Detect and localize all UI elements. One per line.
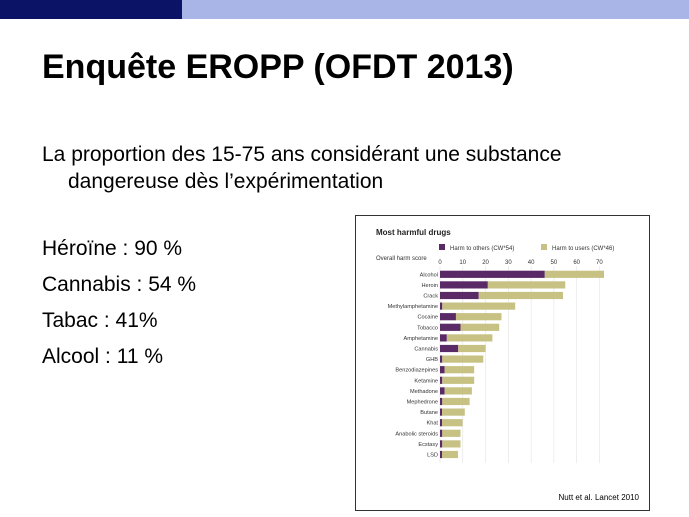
header-band-dark <box>0 0 182 19</box>
intro-text: La proportion des 15-75 ans considérant … <box>42 141 642 195</box>
bar-harm-others <box>440 450 442 459</box>
bar-harm-users <box>442 419 463 427</box>
bar-harm-others <box>440 397 443 406</box>
x-tick-label: 30 <box>505 260 512 266</box>
bar-harm-others <box>440 281 488 289</box>
chart-title: Most harmful drugs <box>376 228 451 237</box>
bar-harm-others <box>440 334 447 342</box>
bar-harm-others <box>440 302 443 310</box>
bar-harm-others <box>440 270 545 278</box>
stat-cannabis: Cannabis : 54 % <box>42 273 197 296</box>
bar-harm-others <box>440 323 461 331</box>
category-label: Ketamine <box>414 378 438 384</box>
x-tick-label: 10 <box>459 260 466 266</box>
category-label: Methylamphetamine <box>388 304 438 310</box>
harm-chart: Most harmful drugs Overall harm score Ha… <box>376 228 614 463</box>
x-tick-label: 0 <box>438 260 442 266</box>
category-label: Khat <box>426 421 438 427</box>
bar-harm-users <box>442 450 458 459</box>
bar-harm-others <box>440 440 443 448</box>
bar-harm-users <box>460 323 500 331</box>
bar-harm-others <box>440 387 445 395</box>
x-tick-label: 70 <box>596 260 603 266</box>
stat-alcool: Alcool : 11 % <box>42 345 164 368</box>
intro-line-2: dangereuse dès l’expérimentation <box>68 170 384 193</box>
bar-harm-others <box>440 408 442 416</box>
bar-harm-users <box>442 408 465 416</box>
intro-line-1: La proportion des 15-75 ans considérant … <box>42 143 562 166</box>
bar-harm-users <box>444 387 472 395</box>
header-band-light <box>182 0 689 19</box>
x-tick-label: 60 <box>573 260 580 266</box>
bar-harm-users <box>442 376 475 384</box>
legend-label-users: Harm to users (CW*46) <box>552 246 614 252</box>
bar-harm-others <box>440 419 442 427</box>
bar-harm-users <box>458 344 486 353</box>
bar-harm-others <box>440 429 443 437</box>
category-label: Tobacco <box>417 325 438 331</box>
stat-heroine: Héroïne : 90 % <box>42 237 183 260</box>
category-label: Butane <box>420 410 438 416</box>
category-label: Ecstasy <box>418 442 438 448</box>
category-label: Cannabis <box>414 347 438 353</box>
x-tick-label: 50 <box>551 260 558 266</box>
bar-harm-users <box>544 270 604 278</box>
bar-harm-users <box>487 281 566 289</box>
category-label: Cocaine <box>417 315 438 321</box>
category-label: Anabolic steroids <box>395 431 438 437</box>
bar-harm-others <box>440 355 443 363</box>
x-axis-label: Overall harm score <box>376 256 427 262</box>
bar-harm-users <box>442 440 461 448</box>
legend-label-others: Harm to others (CW*54) <box>450 246 514 252</box>
figure-caption: Nutt et al. Lancet 2010 <box>558 493 640 502</box>
bar-harm-users <box>455 313 502 321</box>
category-label: Amphetamine <box>403 336 438 342</box>
bar-harm-others <box>440 313 456 321</box>
x-tick-label: 40 <box>528 260 535 266</box>
category-label: LSD <box>427 453 438 459</box>
bar-harm-users <box>446 334 493 342</box>
category-label: Methadone <box>410 389 438 395</box>
bar-harm-others <box>440 344 459 353</box>
bar-harm-users <box>442 429 461 437</box>
bar-harm-users <box>444 366 475 374</box>
bar-harm-users <box>442 302 516 310</box>
category-label: Benzodiazepines <box>395 368 438 374</box>
bar-harm-users <box>478 291 563 300</box>
harmful-drugs-figure: Most harmful drugs Overall harm score Ha… <box>355 215 650 511</box>
category-label: Alcohol <box>420 272 438 278</box>
category-label: Crack <box>423 294 438 300</box>
bar-harm-others <box>440 291 479 300</box>
category-label: Heroin <box>422 283 438 289</box>
bar-harm-users <box>442 397 470 406</box>
stat-tabac: Tabac : 41% <box>42 309 158 332</box>
bar-harm-others <box>440 366 445 374</box>
legend-swatch-others <box>439 244 445 250</box>
legend-swatch-users <box>541 244 547 250</box>
x-tick-label: 20 <box>482 260 489 266</box>
slide-title: Enquête EROPP (OFDT 2013) <box>42 48 514 86</box>
bar-harm-others <box>440 376 443 384</box>
category-label: GHB <box>426 357 438 363</box>
category-label: Mephedrone <box>407 400 438 406</box>
bar-harm-users <box>442 355 484 363</box>
